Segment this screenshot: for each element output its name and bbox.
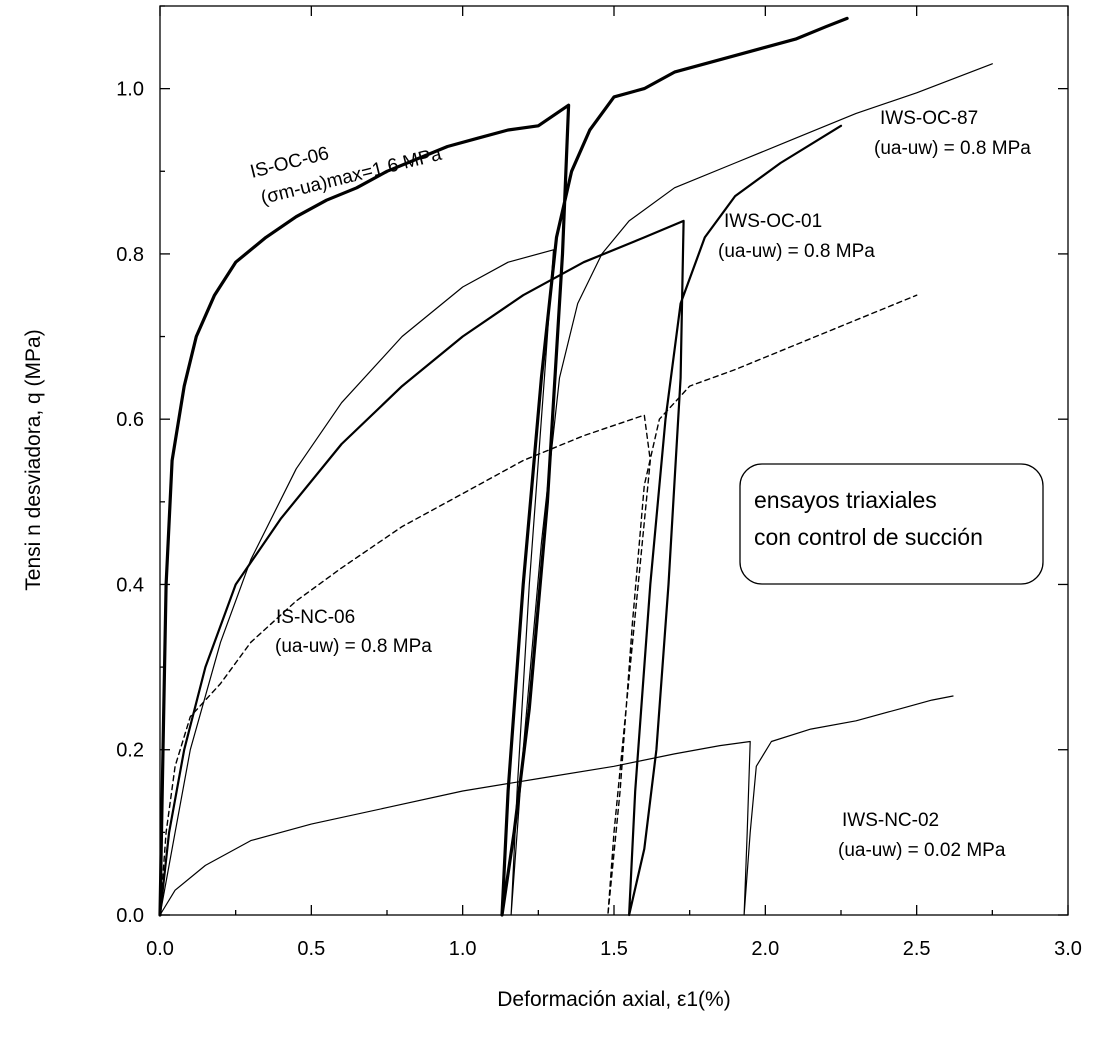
- x-tick-label: 0.0: [146, 938, 174, 960]
- annotation-iws-oc-01-cond: (ua-uw) = 0.8 MPa: [718, 241, 875, 262]
- info-box-line-2: con control de succión: [754, 524, 983, 550]
- axis-layer: 0.0 0.5 1.0 1.5 2.0 2.5 3.0 0.0 0.2 0.4 0.6 0.8 1.0: [116, 5, 1082, 960]
- annotation-iws-oc-87: IWS-OC-87 (ua-uw) = 0.8 MPa: [874, 108, 1031, 159]
- x-tick-label: 2.0: [751, 938, 779, 960]
- annotation-iws-oc-01-name: IWS-OC-01: [724, 211, 822, 232]
- series-layer: [158, 16, 993, 917]
- series-line-is-nc-06: [159, 294, 918, 916]
- y-tick-label: 0.4: [116, 574, 144, 596]
- annotation-iws-nc-02-name: IWS-NC-02: [842, 810, 939, 831]
- annotation-is-nc-06-name: IS-NC-06: [276, 607, 355, 628]
- series-line-iws-oc-87: [159, 63, 993, 916]
- y-tick-label: 0.6: [116, 409, 144, 431]
- annotation-iws-nc-02: IWS-NC-02 (ua-uw) = 0.02 MPa: [838, 810, 1006, 861]
- y-tick-label: 0.8: [116, 244, 144, 266]
- annotation-iws-oc-87-name: IWS-OC-87: [880, 108, 978, 129]
- x-tick-label: 3.0: [1054, 938, 1082, 960]
- annotation-iws-oc-01: IWS-OC-01 (ua-uw) = 0.8 MPa: [718, 211, 875, 262]
- series-line-iws-nc-02: [159, 695, 954, 916]
- annotation-iws-oc-87-cond: (ua-uw) = 0.8 MPa: [874, 138, 1031, 159]
- annotation-is-nc-06: IS-NC-06 (ua-uw) = 0.8 MPa: [275, 607, 432, 657]
- annotation-iws-nc-02-cond: (ua-uw) = 0.02 MPa: [838, 840, 1006, 861]
- x-tick-label: 1.0: [449, 938, 477, 960]
- info-box-line-1: ensayos triaxiales: [754, 487, 937, 513]
- y-axis-label: Tensi n desviadora, q (MPa): [22, 329, 45, 590]
- series-line-is-oc-06: [158, 16, 849, 917]
- info-box: ensayos triaxiales con control de succió…: [739, 463, 1044, 585]
- annotation-is-oc-06: IS-OC-06 (σm-ua)max=1.6 MPa: [248, 143, 444, 209]
- x-tick-label: 0.5: [297, 938, 325, 960]
- series-line-iws-oc-01: [158, 124, 843, 917]
- annotation-is-nc-06-cond: (ua-uw) = 0.8 MPa: [275, 636, 432, 657]
- y-tick-label: 0.0: [116, 905, 144, 927]
- y-tick-label: 1.0: [116, 79, 144, 101]
- x-tick-label: 1.5: [600, 938, 628, 960]
- x-tick-label: 2.5: [903, 938, 931, 960]
- x-axis-label: Deformación axial, ε1(%): [497, 988, 730, 1011]
- y-tick-label: 0.2: [116, 740, 144, 762]
